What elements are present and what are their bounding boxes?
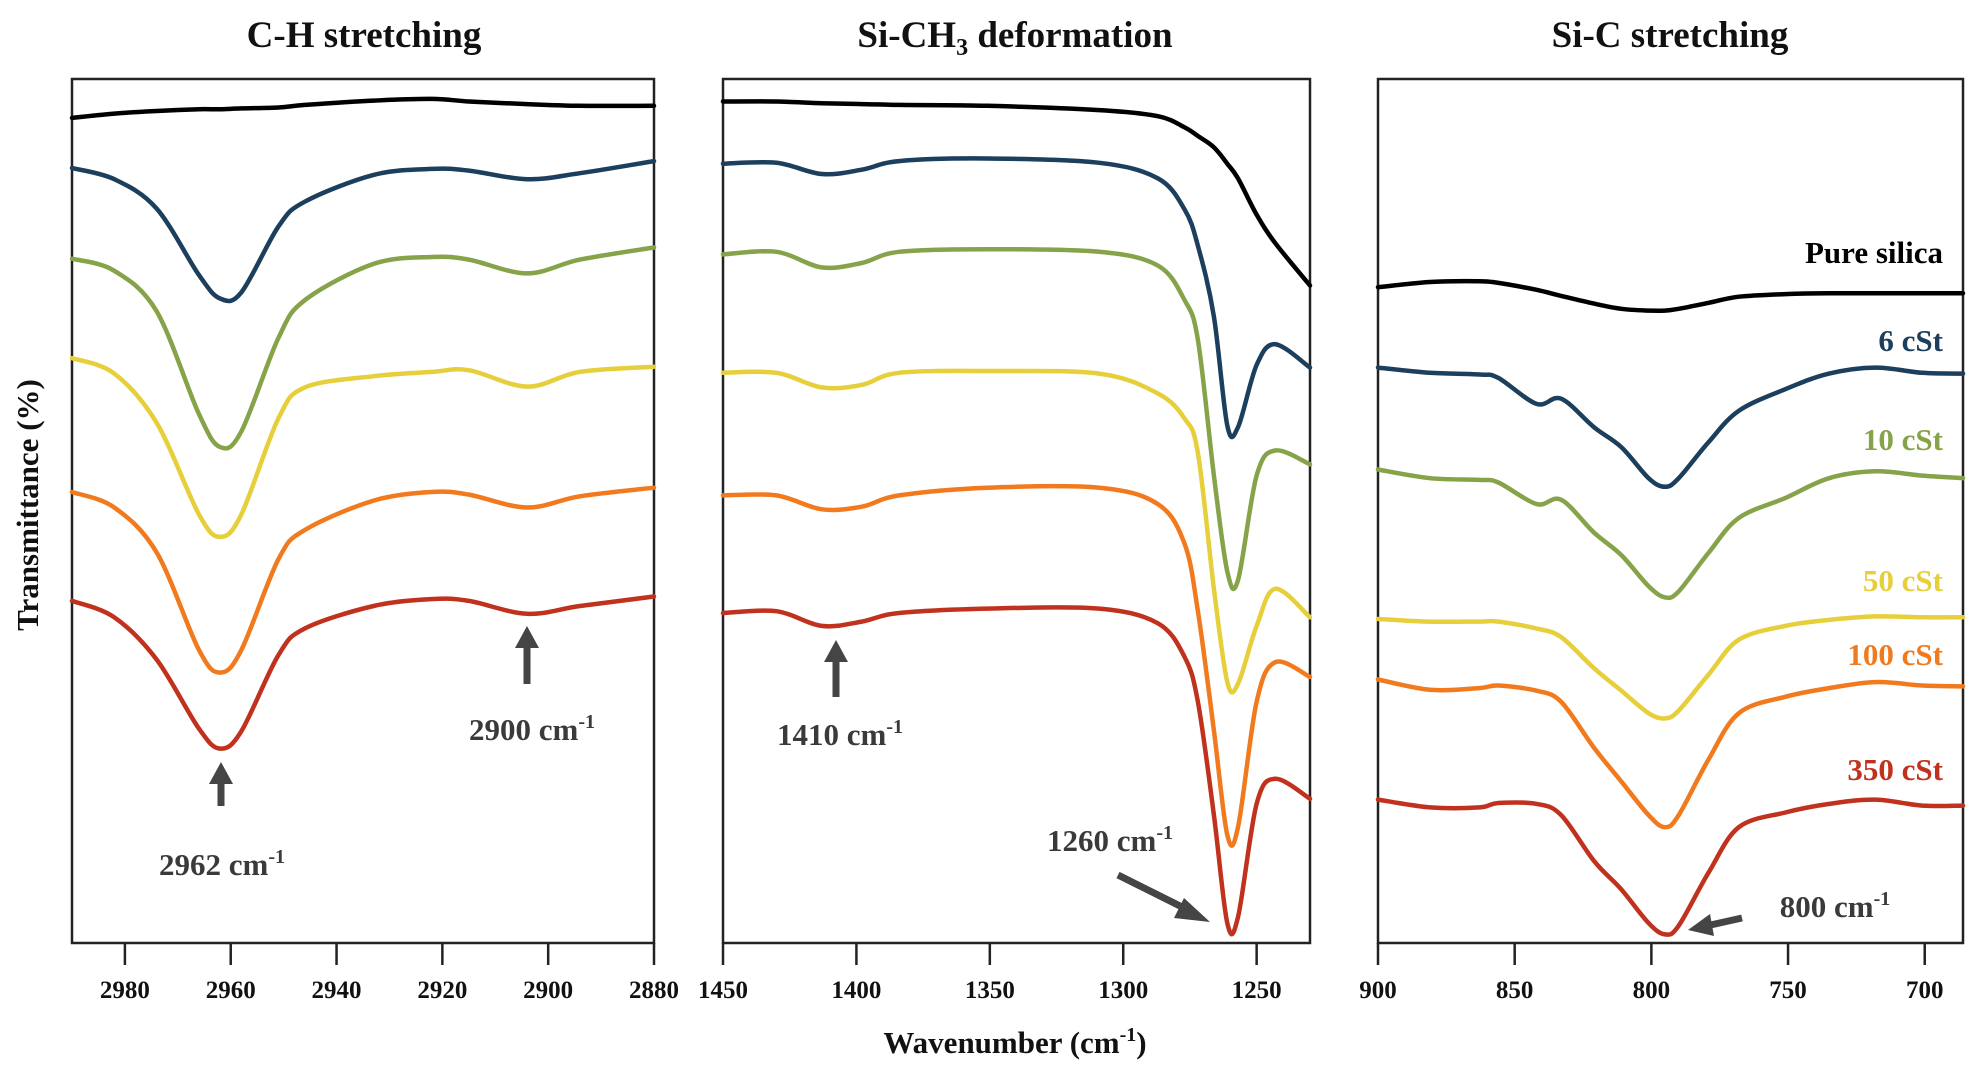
annotation-label: 1260 cm-1 (1047, 822, 1173, 858)
x-tick-label: 1350 (965, 977, 1015, 1004)
arrowhead-icon (824, 640, 848, 662)
arrow-left-icon (1705, 914, 1743, 930)
annotation-label: 2900 cm-1 (469, 711, 595, 747)
panel-title-ch-stretching: C-H stretching (247, 15, 482, 56)
x-tick-label: 1250 (1232, 977, 1282, 1004)
panel-3: 900 850 800 750 700 (1359, 77, 1966, 1004)
series-label-350cst: 350 cSt (1847, 752, 1943, 787)
x-tick-label: 2880 (629, 977, 679, 1004)
panel-title-si-c-stretching: Si-C stretching (1552, 15, 1789, 56)
spectrum-line-6cst (1375, 365, 1966, 490)
spectrum-line-100cst (69, 485, 657, 675)
spectrum-line-pure-silica (720, 99, 1313, 288)
spectrum-line-pure-silica (69, 96, 657, 121)
x-tick-label: 800 (1633, 977, 1671, 1004)
spectrum-line-10cst (720, 246, 1313, 592)
x-tick-label: 2920 (417, 977, 467, 1004)
spectrum-line-350cst (1375, 797, 1966, 937)
spectrum-line-350cst (720, 605, 1313, 937)
plot-frame (721, 77, 1312, 945)
x-tick-label: 1300 (1098, 977, 1148, 1004)
panel-title-si-ch3-deformation: Si-CH3 deformation (857, 15, 1173, 61)
series-label-10cst: 10 cSt (1863, 422, 1944, 457)
x-tick-label: 900 (1359, 977, 1397, 1004)
annotation-800: 800 cm-1 (1688, 888, 1890, 936)
spectrum-line-100cst (720, 483, 1313, 848)
annotation-1260: 1260 cm-1 (1047, 822, 1210, 922)
arrow-diagonal-icon (1116, 871, 1194, 916)
x-tick-label: 2980 (100, 977, 150, 1004)
spectrum-line-pure-silica (1375, 278, 1966, 313)
spectrum-line-50cst (720, 368, 1313, 695)
x-tick-label: 1450 (698, 977, 748, 1004)
arrowhead-icon (209, 762, 233, 784)
annotation-label: 800 cm-1 (1780, 888, 1891, 924)
x-tick-label: 850 (1496, 977, 1534, 1004)
x-tick-label: 2960 (206, 977, 256, 1004)
spectrum-line-10cst (1375, 467, 1966, 601)
spectrum-line-50cst (69, 355, 657, 540)
spectrum-line-50cst (1375, 614, 1966, 721)
arrowhead-icon (1688, 914, 1714, 936)
plot-frame (1376, 77, 1965, 945)
spectrum-line-6cst (69, 158, 657, 304)
x-tick-label: 2940 (312, 977, 362, 1004)
arrowhead-icon (515, 626, 539, 648)
plot-frame (70, 77, 656, 945)
x-tick-label: 1400 (831, 977, 881, 1004)
panel-1: 2980 2960 2940 2920 2900 2880 (69, 77, 679, 1004)
spectrum-line-100cst (1375, 677, 1966, 830)
series-label-100cst: 100 cSt (1847, 637, 1943, 672)
annotation-2962: 2962 cm-1 (159, 762, 285, 882)
annotation-label: 1410 cm-1 (777, 716, 903, 752)
spectrum-line-350cst (69, 594, 657, 751)
annotation-2900: 2900 cm-1 (469, 626, 595, 747)
arrowhead-icon (1174, 898, 1210, 922)
x-tick-label: 2900 (523, 977, 573, 1004)
y-axis-title: Transmittance (%) (10, 379, 45, 631)
x-axis-title: Wavenumber (cm-1) (883, 1024, 1146, 1060)
panel-2: 1450 1400 1350 1300 1250 (698, 77, 1313, 1004)
annotation-label: 2962 cm-1 (159, 846, 285, 882)
spectrum-line-10cst (69, 245, 657, 451)
spectrum-line-6cst (720, 156, 1313, 440)
annotation-1410: 1410 cm-1 (777, 640, 903, 752)
x-tick-label: 750 (1769, 977, 1807, 1004)
series-label-50cst: 50 cSt (1863, 563, 1944, 598)
series-label-6cst: 6 cSt (1878, 323, 1943, 358)
series-label-pure-silica: Pure silica (1805, 235, 1944, 270)
x-tick-label: 700 (1906, 977, 1944, 1004)
